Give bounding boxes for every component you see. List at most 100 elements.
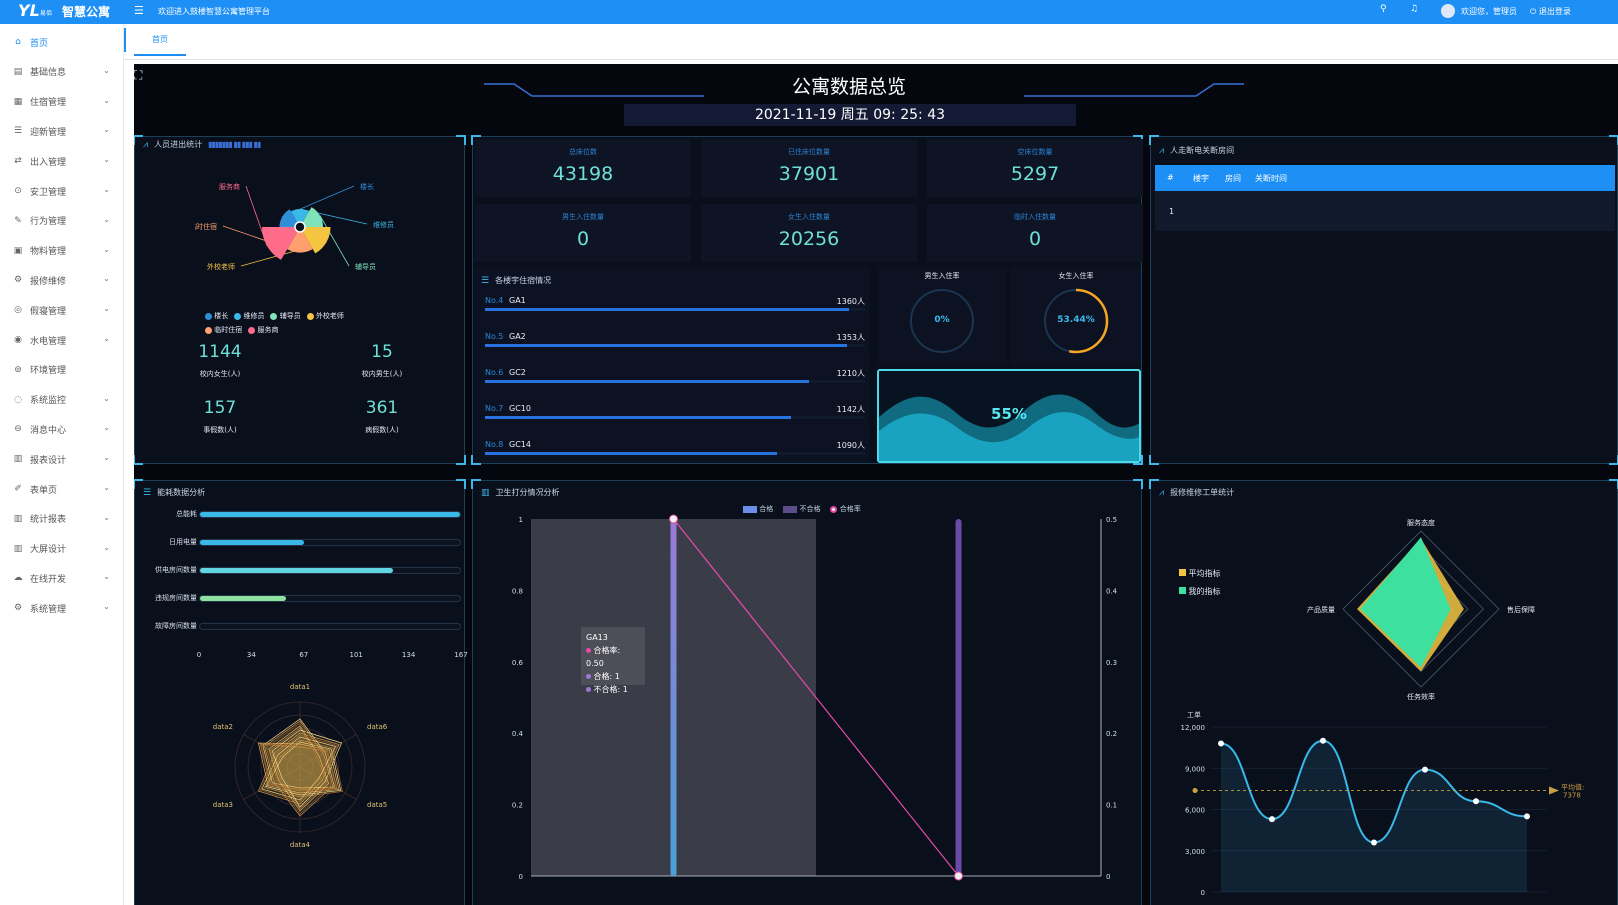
stat-card: 空床位数量 5297 [927,139,1143,197]
sidebar-item-label: 在线开发 [30,574,67,585]
sidebar-item-2[interactable]: ▤ 基础信息 ⌄ [0,57,124,87]
row-index: 1 [1169,207,1175,216]
sidebar-item-19[interactable]: ☁ 在线开发 ⌄ [0,563,124,593]
sidebar-item-9[interactable]: ⚙ 报修维修 ⌄ [0,265,124,295]
energy-axis-tick: 67 [299,651,309,659]
sidebar-item-15[interactable]: ▥ 报表设计 ⌄ [0,444,124,474]
legend-mine[interactable]: 我的指标 [1179,583,1221,601]
pen-icon: ✎ [14,215,22,226]
building-no: No.7 [485,404,504,413]
rose-legend-item[interactable]: 服务商 [248,323,278,337]
energy-bar-fill [200,540,305,545]
line-point[interactable] [1371,839,1377,846]
table-row[interactable]: 1 [1155,191,1615,231]
col-index: # [1167,173,1174,182]
line-point[interactable] [1422,766,1428,773]
rose-slice[interactable] [300,207,323,227]
search-icon[interactable]: ⚲ [1380,4,1387,14]
bar-fail[interactable] [955,519,962,876]
sidebar-item-12[interactable]: ⊚ 环境管理 [0,355,124,385]
rose-slice[interactable] [291,209,309,227]
rose-slice[interactable] [279,209,301,227]
building-row[interactable]: No.6 GC2 1210人 [485,366,865,396]
sidebar-item-6[interactable]: ⊙ 安卫管理 ⌄ [0,176,124,206]
rose-legend-item[interactable]: 辅导员 [270,309,301,323]
y2-tick: 0.5 [1106,516,1117,524]
sidebar-item-10[interactable]: ◎ 假寝管理 ⌄ [0,295,124,325]
hygiene-panel-title: ▥ 卫生打分情况分析 [481,487,560,498]
bell-icon[interactable]: ♫ [1410,4,1419,14]
rose-legend-item[interactable]: 临时住宿 [205,323,242,337]
rose-legend: 楼长 维修员 辅导员 外校老师 临时住宿 服务商 [205,309,405,337]
legend-average[interactable]: 平均指标 [1179,565,1221,583]
building-bar-fill [485,452,777,455]
logo-sub: 易佰 [40,10,53,17]
radar-mine[interactable] [1360,537,1451,668]
building-name: GA2 [509,332,526,341]
list-icon: ▤ [13,66,23,77]
avatar[interactable] [1441,4,1455,18]
chevron-down-icon: ⌄ [103,95,110,105]
sidebar-item-label: 基础信息 [30,68,67,79]
tooltip-rate-text: 合格率: 0.50 [586,646,621,668]
y2-tick: 0.4 [1106,587,1118,595]
line-point[interactable] [1473,798,1479,805]
building-row[interactable]: No.7 GC10 1142人 [485,402,865,432]
title-deco [484,83,1244,97]
gauge-label: 女生入住率 [1058,272,1094,280]
line-point[interactable] [1218,740,1224,747]
line-point[interactable] [1320,737,1326,744]
bar-fail[interactable] [670,519,677,876]
sidebar: ⌂ 首页 ▤ 基础信息 ⌄ ▦ 住宿管理 ⌄ ☰ 迎新管理 ⌄ ⇄ 出入管理 ⌄ ⊙ 安卫管理 ⌄ ✎ 行为管理 ⌄ ▣… [0,24,124,905]
sidebar-item-5[interactable]: ⇄ 出入管理 ⌄ [0,146,124,176]
sidebar-item-7[interactable]: ✎ 行为管理 ⌄ [0,206,124,236]
tab-home[interactable]: 首页 [134,28,186,56]
legend-fail[interactable]: 不合格 [783,504,820,514]
rose-slice[interactable] [300,227,331,254]
line-point[interactable] [1269,816,1275,823]
sidebar-item-4[interactable]: ☰ 迎新管理 ⌄ [0,116,124,146]
gauge-value: 53.44% [1057,315,1095,325]
rose-slice[interactable] [287,227,313,253]
building-bar-fill [485,380,809,383]
building-row[interactable]: No.5 GA2 1353人 [485,330,865,360]
rose-legend-item[interactable]: 维修员 [234,309,264,323]
repair-panel: ⩘ 报修维修工单统计 平均指标 我的指标 服务态度 售后保障 任务效率 产品质量 工单 0… [1149,479,1618,905]
energy-bar-track [199,567,461,574]
fullscreen-icon[interactable]: ⛶ [134,68,143,82]
sidebar-item-label: 大屏设计 [30,545,67,556]
people-panel-title: ⩘ 人员进出统计 ▮▮▮▮▮▮▮ ▮▮ ▮▮▮ ▮▮ [143,139,261,150]
sidebar-item-1[interactable]: ⌂ 首页 [0,27,124,57]
legend-pass[interactable]: 合格 [743,504,773,514]
sidebar-item-3[interactable]: ▦ 住宿管理 ⌄ [0,87,124,117]
building-no: No.4 [485,296,504,305]
stat-card: 男生入住数量 0 [475,204,691,262]
building-count: 1210人 [836,369,865,378]
rose-legend-item[interactable]: 外校老师 [306,309,344,323]
welcome-text: 欢迎进入鼓楼智慧公寓管理平台 [158,7,270,16]
line-point[interactable] [1524,813,1530,820]
legend-rate[interactable]: 合格率 [830,504,861,514]
sidebar-item-17[interactable]: ▥ 统计报表 ⌄ [0,504,124,534]
building-no: No.6 [485,368,504,377]
rose-slice[interactable] [262,227,300,260]
rate-point[interactable] [669,514,678,524]
stat-card: 临时入住数量 0 [927,204,1143,262]
building-row[interactable]: No.8 GC14 1090人 [485,438,865,468]
hygiene-panel: ▥ 卫生打分情况分析 合格 不合格 合格率 0 0.2 0.4 0.6 0.8 1 0 0.1 0… [471,479,1143,905]
sidebar-item-8[interactable]: ▣ 物料管理 ⌄ [0,236,124,266]
sidebar-item-16[interactable]: ✐ 表单页 ⌄ [0,474,124,504]
rate-point[interactable] [954,871,963,881]
rose-legend-item[interactable]: 楼长 [205,309,228,323]
sidebar-item-11[interactable]: ◉ 水电管理 ⌄ [0,325,124,355]
user-greeting[interactable]: 欢迎您，管理员 [1461,7,1517,16]
energy-bar-label: 违规房间数量 [155,594,197,602]
building-row[interactable]: No.4 GA1 1360人 [485,294,865,324]
moon-icon: ◎ [14,305,22,316]
menu-toggle-icon[interactable]: ☰ [134,4,144,17]
sidebar-item-14[interactable]: ⊖ 消息中心 ⌄ [0,414,124,444]
sidebar-item-20[interactable]: ⚙ 系统管理 ⌄ [0,593,124,623]
sidebar-item-18[interactable]: ▥ 大屏设计 ⌄ [0,534,124,564]
logout-button[interactable]: ⏻ 退出登录 [1530,6,1571,17]
sidebar-item-13[interactable]: ◌ 系统监控 ⌄ [0,385,124,415]
